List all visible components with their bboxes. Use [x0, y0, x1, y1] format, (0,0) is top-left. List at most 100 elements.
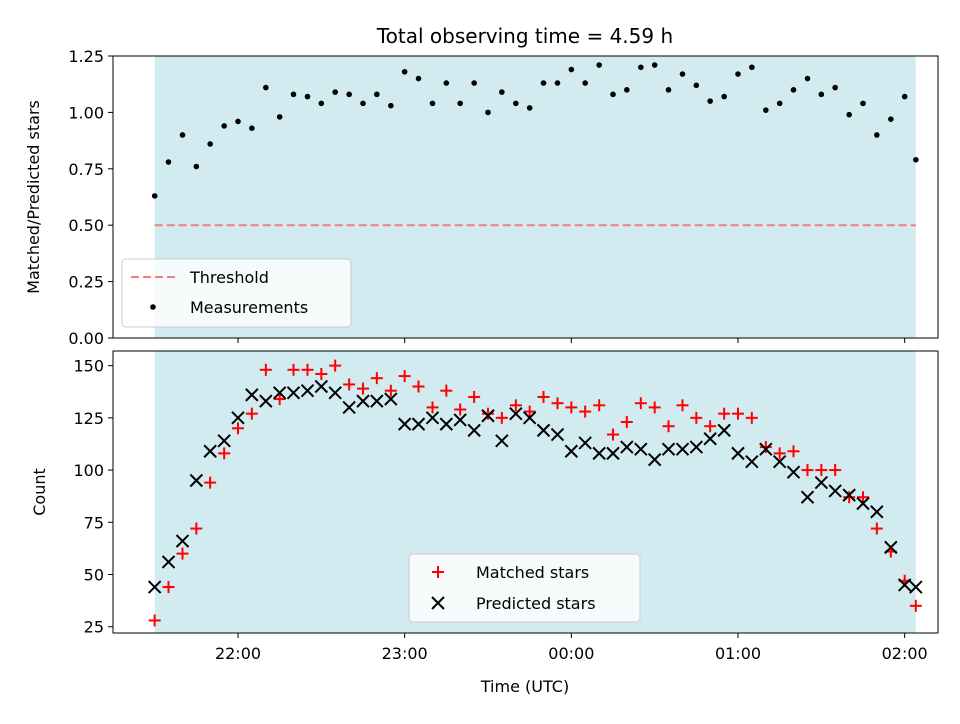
predicted-star-point — [703, 432, 717, 446]
measurement-point — [749, 64, 755, 71]
predicted-star-point — [745, 455, 759, 469]
predicted-star-point — [397, 417, 412, 431]
predicted-star-point — [592, 446, 606, 461]
measurement-point — [638, 64, 644, 71]
top-y-axis-label: Matched/Predicted stars — [24, 100, 43, 294]
measurement-point — [651, 62, 658, 68]
predicted-star-point — [856, 496, 870, 511]
matched-star-point — [870, 522, 883, 535]
measurement-point — [235, 118, 241, 125]
measurement-point — [499, 89, 505, 95]
measurement-point — [554, 80, 561, 86]
matched-star-point — [301, 363, 314, 376]
measurement-point — [846, 111, 852, 118]
matched-star-point — [357, 382, 369, 395]
matched-star-point — [857, 491, 869, 504]
measurement-point — [763, 107, 769, 113]
matched-star-point — [287, 363, 300, 376]
legend-measurements-label: Measurements — [190, 298, 308, 317]
measurement-point — [388, 102, 394, 109]
predicted-star-point — [272, 386, 287, 400]
matched-star-point — [759, 441, 772, 454]
predicted-star-point — [259, 394, 273, 408]
matched-star-point — [218, 447, 231, 460]
matched-star-point — [398, 370, 411, 383]
measurement-point — [735, 71, 741, 77]
matched-star-point — [579, 405, 592, 418]
matched-star-point — [148, 614, 161, 627]
measurement-point — [776, 100, 783, 107]
measurement-point — [832, 84, 838, 91]
bottom-y-tick-label: 150 — [73, 357, 104, 376]
measurement-point — [610, 91, 616, 98]
bottom-y-tick-label: 75 — [84, 513, 104, 532]
measurement-point — [693, 82, 700, 89]
matched-star-point — [440, 384, 453, 397]
predicted-star-point — [550, 427, 565, 442]
top-legend: Threshold Measurements — [121, 258, 352, 328]
matched-star-point — [745, 411, 758, 424]
predicted-star-point — [786, 465, 801, 479]
top-y-tick-label: 0.50 — [68, 216, 104, 235]
legend-threshold-label: Threshold — [189, 268, 269, 287]
predicted-star-point — [147, 580, 162, 594]
measurement-point — [568, 66, 575, 73]
predicted-star-point — [370, 394, 384, 408]
matched-star-point — [176, 547, 189, 560]
predicted-star-point — [411, 417, 426, 431]
matched-star-point — [190, 522, 203, 535]
measurement-point — [304, 93, 311, 100]
measurement-point — [860, 100, 866, 107]
measurement-point — [346, 91, 352, 98]
matched-star-point — [909, 599, 922, 612]
top-y-tick-label: 0.25 — [68, 273, 104, 292]
matched-star-point — [662, 420, 675, 433]
matched-star-point — [537, 390, 550, 403]
legend-measurements-swatch — [150, 304, 156, 310]
measurement-point — [151, 193, 158, 199]
top-y-tick-label: 0.00 — [68, 329, 104, 348]
matched-star-point — [162, 581, 175, 594]
bottom-y-axis-label: Count — [30, 468, 49, 516]
bottom-y-tick-label: 100 — [73, 461, 104, 480]
measurement-point — [679, 71, 686, 77]
measurement-point — [374, 91, 380, 98]
predicted-star-point — [356, 394, 370, 408]
matched-star-point — [732, 407, 744, 420]
measurement-point — [318, 100, 325, 107]
measurement-point — [360, 100, 366, 107]
matched-star-point — [426, 401, 439, 414]
matched-star-point — [773, 447, 786, 460]
legend-predicted-swatch — [431, 596, 445, 610]
legend-matched-plus — [432, 566, 444, 578]
bottom-x-tick-label: 22:00 — [215, 644, 261, 663]
matched-star-point — [315, 367, 328, 380]
matched-star-point — [468, 390, 481, 403]
measurement-point — [179, 132, 186, 138]
predicted-star-point — [675, 442, 690, 456]
predicted-star-point — [772, 455, 787, 469]
predicted-star-point — [495, 434, 509, 448]
measurement-point — [471, 80, 477, 86]
measurement-point — [596, 62, 602, 68]
bottom-x-axis-label: Time (UTC) — [480, 677, 569, 696]
top-y-tick-label: 0.75 — [68, 160, 104, 179]
predicted-star-point — [439, 417, 454, 431]
matched-star-point — [565, 401, 578, 414]
predicted-star-point — [217, 434, 231, 448]
bottom-legend-box — [408, 553, 641, 623]
predicted-star-point — [189, 473, 204, 488]
legend-predicted-x — [431, 596, 445, 610]
matched-star-point — [523, 405, 536, 418]
matched-star-point — [245, 407, 258, 420]
predicted-star-point — [759, 442, 773, 456]
matched-star-point — [204, 476, 217, 489]
matched-star-point — [829, 464, 842, 477]
measurement-point — [624, 87, 630, 93]
predicted-star-point — [689, 440, 704, 454]
matched-star-point — [690, 411, 703, 424]
measurement-point — [874, 132, 880, 138]
bottom-plot-frame — [112, 350, 939, 634]
